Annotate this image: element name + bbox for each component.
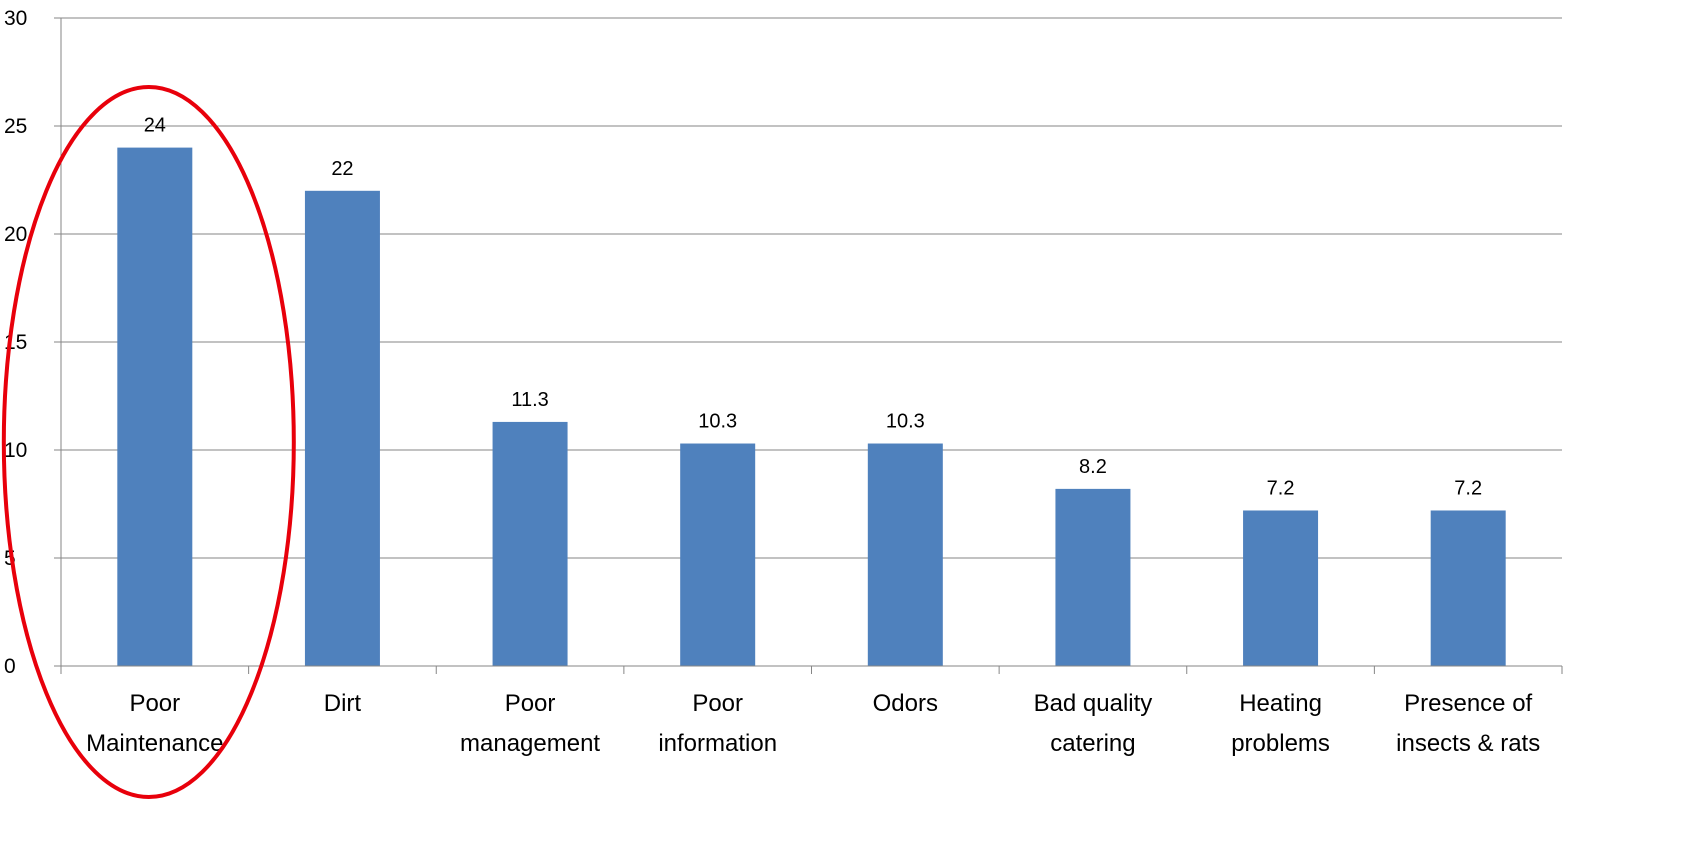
y-tick-label: 20: [4, 223, 27, 246]
category-label: Heating problems: [1231, 690, 1330, 757]
category-label: Dirt: [324, 690, 362, 717]
data-label: 7.2: [1267, 477, 1295, 499]
data-label: 24: [144, 115, 166, 137]
category-label: Poor Maintenance: [86, 690, 223, 757]
category-label-line: Poor: [505, 690, 556, 717]
category-label-line: management: [460, 730, 600, 757]
y-tick-label: 10: [4, 439, 27, 462]
category-label-line: Heating: [1239, 690, 1322, 717]
data-label: 7.2: [1454, 477, 1482, 499]
category-label-line: problems: [1231, 730, 1330, 757]
y-tick-label: 25: [4, 115, 27, 138]
category-label-line: Poor: [692, 690, 743, 717]
category-label: Presence of insects & rats: [1396, 690, 1540, 757]
bar: [1430, 510, 1506, 666]
bar: [492, 421, 568, 666]
category-label-line: catering: [1050, 730, 1135, 757]
category-label-line: insects & rats: [1396, 730, 1540, 757]
data-label: 10.3: [698, 411, 737, 433]
bar: [304, 190, 380, 667]
category-label: Bad quality catering: [1034, 690, 1153, 757]
category-label-line: Maintenance: [86, 730, 223, 757]
gridlines: [61, 17, 1562, 559]
y-tick-label: 0: [4, 655, 16, 678]
category-label: Poor information: [658, 690, 777, 757]
bar: [680, 443, 756, 666]
category-label-line: Bad quality: [1034, 690, 1153, 717]
bars: [117, 147, 1506, 667]
category-label-line: Presence of: [1404, 690, 1532, 717]
data-label: 8.2: [1079, 456, 1107, 478]
bar: [117, 147, 193, 667]
data-label: 11.3: [511, 389, 548, 411]
bar: [1055, 488, 1131, 666]
bar: [1243, 510, 1319, 666]
category-label-line: Odors: [873, 690, 938, 717]
bar: [867, 443, 943, 666]
data-label: 22: [331, 158, 353, 180]
category-label-line: Dirt: [324, 690, 362, 717]
annotations: [1, 85, 296, 799]
category-label: Odors: [873, 690, 938, 717]
axes: [54, 17, 1563, 674]
y-tick-label: 30: [4, 7, 27, 30]
highlight-ellipse: [1, 85, 296, 799]
category-label: Poor management: [460, 690, 600, 757]
category-label-line: Poor: [129, 690, 180, 717]
category-label-line: information: [658, 730, 777, 757]
data-label: 10.3: [886, 411, 925, 433]
